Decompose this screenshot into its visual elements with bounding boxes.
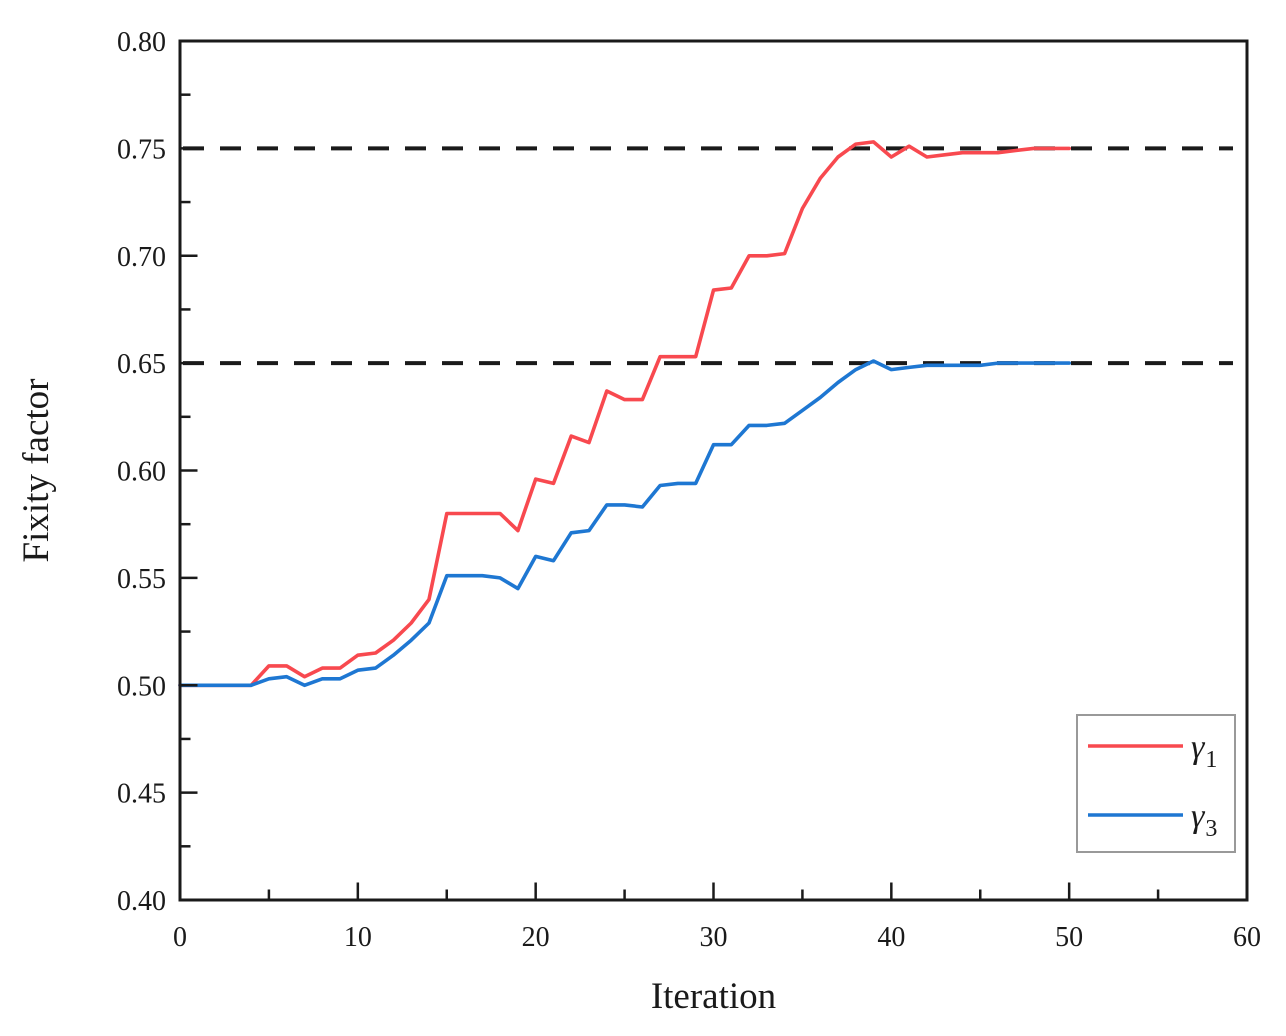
- y-tick-label: 0.75: [117, 134, 166, 165]
- x-axis: 0 10 20 30 40 50 60: [173, 882, 1261, 953]
- legend-box: [1076, 714, 1236, 853]
- plot-frame: [178, 39, 1249, 902]
- y-tick-label: 0.45: [117, 779, 166, 810]
- y-axis-title: Fixity factor: [16, 379, 57, 563]
- legend-label-gamma1: γ1: [1191, 729, 1217, 773]
- y-tick-label: 0.50: [117, 671, 166, 702]
- y-tick-label: 0.60: [117, 457, 166, 488]
- y-tick-label: 0.55: [117, 564, 166, 595]
- x-tick-label: 20: [522, 922, 550, 953]
- y-tick-label: 0.65: [117, 349, 166, 380]
- y-tick-label: 0.80: [117, 27, 166, 58]
- y-tick-label: 0.40: [117, 886, 166, 917]
- x-tick-label: 0: [173, 922, 187, 953]
- x-tick-label: 40: [877, 922, 905, 953]
- x-tick-label: 10: [344, 922, 372, 953]
- x-tick-label: 50: [1055, 922, 1083, 953]
- legend-label-gamma3: γ3: [1191, 798, 1217, 842]
- legend-item-gamma3: γ3: [1088, 798, 1217, 842]
- series-line-gamma3: [178, 359, 1071, 688]
- x-tick-label: 60: [1233, 922, 1261, 953]
- legend: γ1 γ3: [1076, 714, 1236, 853]
- x-tick-label: 30: [700, 922, 728, 953]
- x-axis-title: Iteration: [651, 976, 776, 1017]
- series-line-gamma1: [178, 140, 1071, 688]
- legend-item-gamma1: γ1: [1088, 729, 1217, 773]
- y-tick-label: 0.70: [117, 242, 166, 273]
- y-axis: 0.40 0.45 0.50 0.55 0.60 0.65 0.70 0.75 0.80: [117, 27, 198, 917]
